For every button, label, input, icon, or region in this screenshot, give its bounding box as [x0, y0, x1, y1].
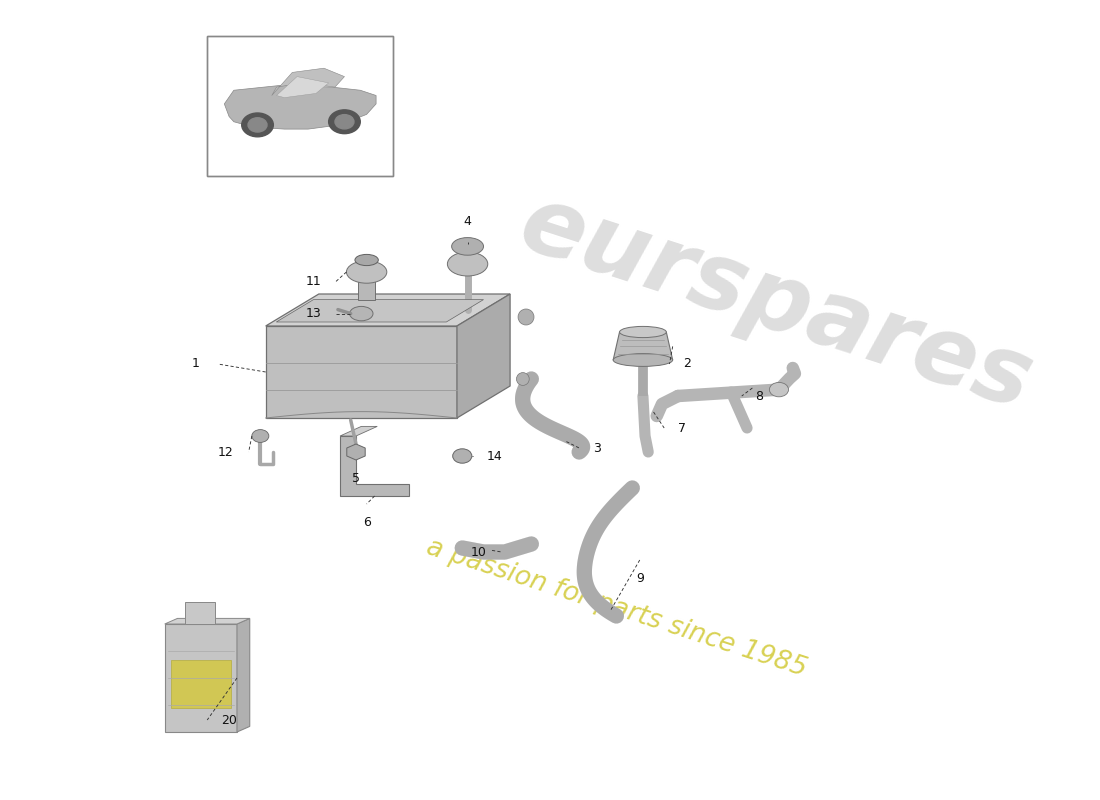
- Ellipse shape: [355, 254, 378, 266]
- Text: 12: 12: [218, 446, 234, 458]
- Bar: [185, 602, 216, 624]
- Text: 7: 7: [678, 422, 686, 434]
- Text: 10: 10: [471, 546, 486, 558]
- Bar: [207, 36, 393, 176]
- Text: 3: 3: [593, 442, 601, 454]
- Text: 2: 2: [683, 358, 691, 370]
- Polygon shape: [165, 618, 250, 624]
- Text: eurspares: eurspares: [508, 178, 1043, 430]
- Text: 9: 9: [636, 572, 644, 585]
- Text: 20: 20: [221, 714, 236, 726]
- Bar: [165, 624, 236, 732]
- Polygon shape: [276, 77, 329, 98]
- Polygon shape: [266, 294, 510, 326]
- Ellipse shape: [448, 252, 487, 276]
- Polygon shape: [266, 326, 456, 418]
- Text: 11: 11: [305, 275, 321, 288]
- Ellipse shape: [346, 261, 387, 283]
- Ellipse shape: [518, 309, 534, 325]
- Polygon shape: [272, 68, 344, 95]
- Circle shape: [336, 114, 354, 129]
- Polygon shape: [340, 426, 377, 436]
- Circle shape: [242, 113, 273, 137]
- Bar: [359, 280, 375, 300]
- Polygon shape: [456, 294, 510, 418]
- Ellipse shape: [452, 238, 484, 255]
- Text: 5: 5: [352, 472, 360, 485]
- Circle shape: [252, 430, 268, 442]
- Polygon shape: [236, 618, 250, 732]
- Text: 1: 1: [191, 358, 200, 370]
- Ellipse shape: [619, 326, 667, 338]
- Bar: [172, 660, 231, 708]
- Ellipse shape: [517, 373, 529, 386]
- Text: 6: 6: [363, 516, 371, 529]
- Circle shape: [248, 118, 267, 132]
- Text: 14: 14: [486, 450, 503, 462]
- Text: 4: 4: [463, 215, 472, 228]
- Ellipse shape: [613, 354, 673, 366]
- Circle shape: [453, 449, 472, 463]
- Polygon shape: [276, 299, 484, 322]
- Text: a passion for parts since 1985: a passion for parts since 1985: [422, 534, 810, 682]
- Polygon shape: [613, 332, 673, 360]
- Polygon shape: [340, 436, 409, 496]
- Circle shape: [329, 110, 361, 134]
- Polygon shape: [224, 85, 376, 129]
- Text: 13: 13: [305, 307, 321, 320]
- Bar: [207, 36, 393, 176]
- Ellipse shape: [350, 306, 373, 321]
- Text: 8: 8: [756, 390, 763, 402]
- Circle shape: [769, 382, 789, 397]
